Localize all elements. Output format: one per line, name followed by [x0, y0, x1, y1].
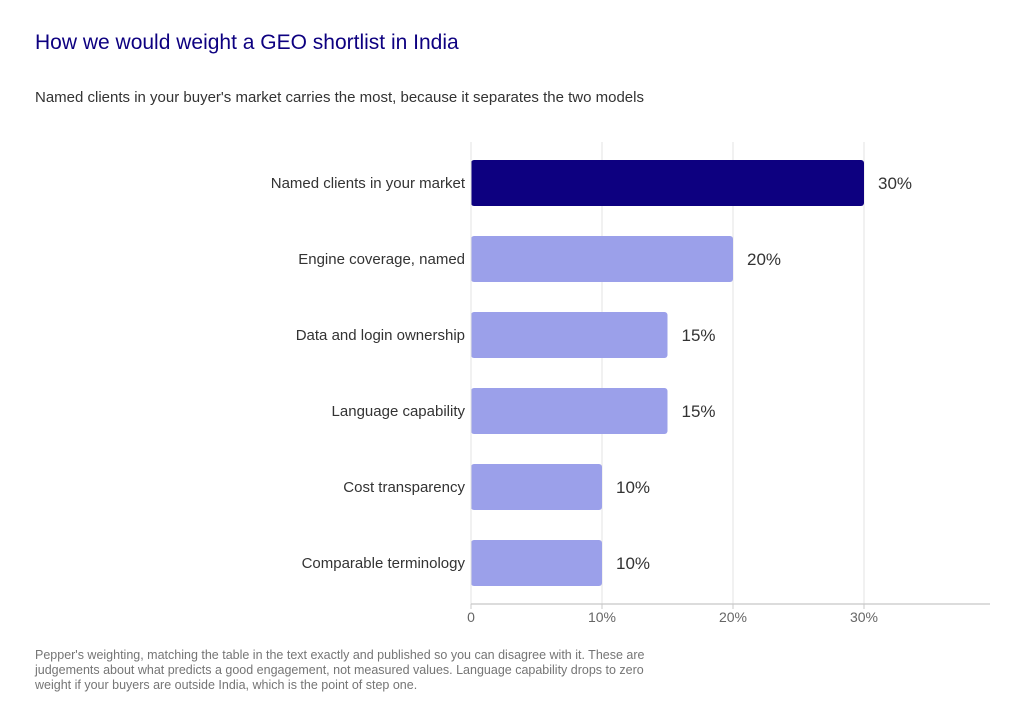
- category-label: Engine coverage, named: [298, 251, 465, 268]
- category-label: Named clients in your market: [271, 175, 466, 192]
- value-label: 15%: [682, 402, 716, 421]
- bar: [471, 312, 668, 358]
- value-label: 10%: [616, 554, 650, 573]
- bar: [471, 160, 864, 206]
- value-label: 10%: [616, 478, 650, 497]
- value-label: 15%: [682, 326, 716, 345]
- category-label: Data and login ownership: [296, 327, 465, 344]
- x-tick-label: 30%: [850, 609, 878, 625]
- bar: [471, 540, 602, 586]
- bar: [471, 236, 733, 282]
- bar: [471, 464, 602, 510]
- bar-chart: Named clients in your market 30% Engine co…: [271, 142, 990, 625]
- bars: Named clients in your market 30% Engine co…: [271, 160, 912, 586]
- category-label: Cost transparency: [343, 479, 465, 496]
- grid-lines: [601, 142, 865, 604]
- footnote: Pepper's weighting, matching the table i…: [35, 648, 645, 692]
- x-axis: 0 10% 20% 30%: [467, 142, 990, 625]
- x-tick-label: 0: [467, 609, 475, 625]
- value-label: 30%: [878, 174, 912, 193]
- category-label: Comparable terminology: [302, 555, 466, 572]
- value-label: 20%: [747, 250, 781, 269]
- x-tick-label: 10%: [588, 609, 616, 625]
- bar: [471, 388, 668, 434]
- chart-title: How we would weight a GEO shortlist in I…: [35, 31, 459, 54]
- chart-subtitle: Named clients in your buyer's market car…: [35, 89, 644, 106]
- x-tick-label: 20%: [719, 609, 747, 625]
- category-label: Language capability: [332, 403, 466, 420]
